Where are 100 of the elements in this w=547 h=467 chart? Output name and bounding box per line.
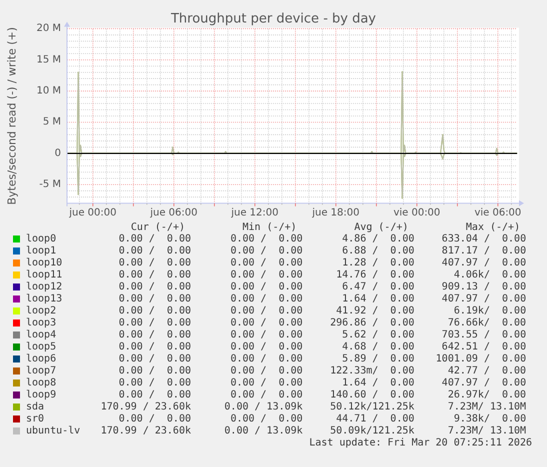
text: 76.66k/ 0.00 <box>448 318 526 328</box>
text: 4.68 / 0.00 <box>342 342 414 352</box>
y-tick-label: 20 M <box>36 23 61 34</box>
text: 50.09k/121.25k <box>330 426 414 436</box>
y-tick-label: 10 M <box>36 86 61 97</box>
legend-label: ubuntu-lv <box>26 426 80 436</box>
x-tick-label: jue 00:00 <box>68 208 117 218</box>
text: 0.00 / 0.00 <box>118 234 191 244</box>
text: 4.86 / 0.00 <box>342 234 414 244</box>
text: 9.38k/ 0.00 <box>454 414 526 424</box>
text: 1001.09 / 0.00 <box>436 354 526 364</box>
text: 0.00 / 0.00 <box>230 330 303 340</box>
text: 0.00 / 0.00 <box>118 270 191 280</box>
text: 0.00 / 0.00 <box>230 342 303 352</box>
text: 0.00 / 0.00 <box>230 306 303 316</box>
chart-title: Throughput per device - by day <box>170 12 376 26</box>
text: 0.00 / 0.00 <box>230 354 303 364</box>
text: 1.64 / 0.00 <box>342 378 414 388</box>
legend-label: loop3 <box>26 318 56 328</box>
legend-label: loop0 <box>26 234 56 244</box>
y-tick-label: 15 M <box>36 54 61 66</box>
text: Last update: Fri Mar 20 07:25:11 2026 <box>309 438 532 448</box>
text: 817.17 / 0.00 <box>442 246 526 256</box>
x-tick-label: vie 06:00 <box>474 208 522 218</box>
y-tick-label: 5 M <box>42 116 61 128</box>
text: 44.71 / 0.00 <box>336 414 414 424</box>
text: 0.00 / 0.00 <box>118 378 191 388</box>
text: 703.55 / 0.00 <box>442 330 526 340</box>
text: 1.28 / 0.00 <box>342 258 414 268</box>
legend-label: loop6 <box>26 354 56 364</box>
text: 633.04 / 0.00 <box>442 234 526 244</box>
text: 4.06k/ 0.00 <box>454 270 526 280</box>
x-tick-label: jue 12:00 <box>230 208 279 218</box>
text: 6.19k/ 0.00 <box>454 306 526 316</box>
text: 0.00 / 0.00 <box>118 354 191 364</box>
text: 0.00 / 0.00 <box>118 330 191 340</box>
text: Max (-/+) <box>466 222 520 233</box>
text: 0.00 / 0.00 <box>230 366 303 376</box>
legend-label: loop13 <box>26 294 62 304</box>
text: 407.97 / 0.00 <box>442 378 526 388</box>
text: 0.00 / 0.00 <box>118 246 191 256</box>
text: 0.00 / 0.00 <box>118 306 191 316</box>
text: 0.00 / 0.00 <box>118 366 191 376</box>
legend-label: loop11 <box>26 270 62 280</box>
text: 0.00 / 0.00 <box>118 258 191 268</box>
legend-label: loop7 <box>26 366 56 376</box>
text: 42.77 / 0.00 <box>448 366 526 376</box>
y-tick-label: -5 M <box>39 179 61 190</box>
text: 0.00 / 0.00 <box>230 378 303 388</box>
text: 6.47 / 0.00 <box>342 282 414 292</box>
text: 7.23M/ 13.10M <box>448 426 526 436</box>
legend-label: loop9 <box>26 390 56 400</box>
text: 0.00 / 0.00 <box>118 318 191 328</box>
text: 0.00 / 0.00 <box>118 390 191 400</box>
text: 0.00 / 0.00 <box>230 246 303 256</box>
text: 0.00 / 13.09k <box>224 402 303 412</box>
text: 0.00 / 0.00 <box>118 294 191 304</box>
text: 0.00 / 13.09k <box>224 426 303 436</box>
text: Min (-/+) <box>242 222 297 233</box>
y-tick-label: 0 <box>54 148 61 159</box>
text: 7.23M/ 13.10M <box>448 402 526 412</box>
text: 140.60 / 0.00 <box>330 390 414 400</box>
text: 407.97 / 0.00 <box>442 294 526 304</box>
text: Cur (-/+) <box>130 222 185 233</box>
legend-label: loop1 <box>26 246 56 256</box>
text: 0.00 / 0.00 <box>230 294 303 304</box>
text: 5.62 / 0.00 <box>342 330 414 340</box>
text: 909.13 / 0.00 <box>442 282 526 292</box>
text: 1.64 / 0.00 <box>342 294 414 304</box>
text: 0.00 / 0.00 <box>230 318 303 328</box>
text: 41.92 / 0.00 <box>336 306 414 316</box>
legend-label: loop5 <box>26 342 56 352</box>
text: 6.88 / 0.00 <box>342 246 414 256</box>
text: 0.00 / 0.00 <box>230 390 303 400</box>
text: 0.00 / 0.00 <box>230 258 303 268</box>
legend-label: loop12 <box>26 282 62 292</box>
legend-label: loop2 <box>26 306 56 316</box>
text: Avg (-/+) <box>354 222 408 233</box>
text: 296.86 / 0.00 <box>330 318 414 328</box>
text: 5.89 / 0.00 <box>342 354 414 364</box>
legend-label: loop10 <box>26 258 62 268</box>
x-tick-label: vie 00:00 <box>393 208 440 218</box>
text: 50.12k/121.25k <box>330 402 414 412</box>
y-axis-title: Bytes/second read (-) / write (+) <box>6 27 18 205</box>
x-tick-label: jue 06:00 <box>149 208 198 218</box>
text: 0.00 / 0.00 <box>230 282 303 292</box>
text: 0.00 / 0.00 <box>230 414 303 424</box>
text: 170.99 / 23.60k <box>100 402 191 412</box>
text: 0.00 / 0.00 <box>118 342 191 352</box>
text: 0.00 / 0.00 <box>230 270 303 280</box>
text: 14.76 / 0.00 <box>336 270 414 280</box>
text: 0.00 / 0.00 <box>230 234 303 244</box>
legend-label: sda <box>26 402 44 412</box>
legend-label: loop8 <box>26 378 56 388</box>
text: 0.00 / 0.00 <box>118 414 191 424</box>
x-tick-label: jue 18:00 <box>311 208 360 218</box>
text: 642.51 / 0.00 <box>442 342 526 352</box>
text: 170.99 / 23.60k <box>100 426 191 436</box>
text: 0.00 / 0.00 <box>118 282 191 292</box>
text: 26.97k/ 0.00 <box>448 390 526 400</box>
